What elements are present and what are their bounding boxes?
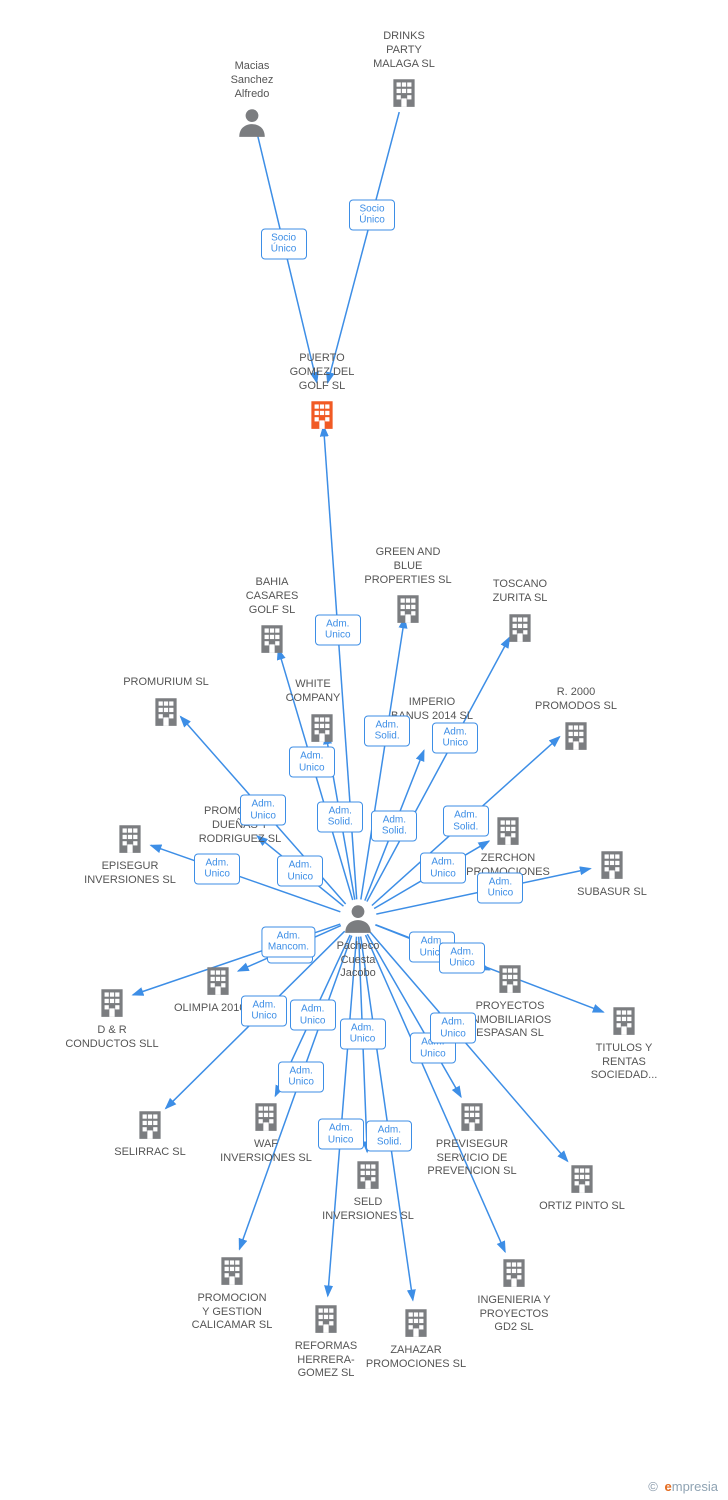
edge-label: Adm. Solid.	[317, 801, 363, 832]
node-toscano: TOSCANOZURITA SL	[460, 578, 580, 648]
building-icon	[455, 1099, 489, 1138]
node-dr: D & RCONDUCTOS SLL	[52, 985, 172, 1055]
node-label: ORTIZ PINTO SL	[522, 1200, 642, 1214]
building-icon	[391, 591, 425, 630]
building-icon	[491, 813, 525, 852]
edge-label: Adm. Unico	[241, 995, 287, 1026]
node-pacheco: PachecoCuestaJacobo	[298, 901, 418, 985]
edge-label: Adm. Unico	[240, 795, 286, 826]
building-icon	[149, 694, 183, 733]
node-label: WHITECOMPANY	[244, 678, 382, 706]
edge-label: Adm. Unico	[278, 1061, 324, 1092]
edge-label: Adm. Unico	[340, 1018, 386, 1049]
node-label: ZAHAZARPROMOCIONES SL	[356, 1344, 476, 1372]
node-label: MaciasSanchezAlfredo	[192, 60, 312, 101]
edge-line	[328, 112, 400, 383]
node-label: INGENIERIA YPROYECTOSGD2 SL	[454, 1294, 574, 1335]
node-titulos: TITULOS YRENTASSOCIEDAD...	[564, 1003, 684, 1087]
person-icon	[235, 105, 269, 144]
node-label: PREVISEGURSERVICIO DEPREVENCION SL	[412, 1138, 532, 1179]
building-icon	[215, 1253, 249, 1292]
building-icon	[249, 1099, 283, 1138]
building-icon	[387, 75, 421, 114]
edge-label: Adm. Unico	[439, 942, 485, 973]
edge-label: Socio Único	[261, 228, 307, 259]
node-label: PUERTOGOMEZ DELGOLF SL	[262, 352, 382, 393]
network-diagram: MaciasSanchezAlfredo DRINKSPARTYMALAGA S…	[0, 0, 728, 1500]
building-icon	[399, 1305, 433, 1344]
node-ortiz: ORTIZ PINTO SL	[522, 1161, 642, 1218]
node-r2000: R. 2000PROMODOS SL	[516, 686, 636, 756]
edge-label: Adm. Solid.	[364, 715, 410, 746]
building-icon	[559, 718, 593, 757]
node-macias: MaciasSanchezAlfredo	[192, 60, 312, 144]
node-subasur: SUBASUR SL	[552, 847, 672, 904]
node-label: DRINKSPARTYMALAGA SL	[344, 30, 464, 71]
building-icon	[113, 821, 147, 860]
node-label: TOSCANOZURITA SL	[460, 578, 580, 606]
footer-copyright: © empresia	[648, 1479, 718, 1494]
edge-line	[361, 618, 405, 900]
node-label: PachecoCuestaJacobo	[298, 940, 418, 981]
building-icon	[305, 710, 339, 749]
node-label: EPISEGURINVERSIONES SL	[70, 860, 190, 888]
node-label: TITULOS YRENTASSOCIEDAD...	[564, 1042, 684, 1083]
building-icon	[503, 610, 537, 649]
edge-label: Adm. Solid.	[371, 810, 417, 841]
building-icon	[565, 1161, 599, 1200]
building-icon	[255, 621, 289, 660]
node-promur: PROMURIUM SL	[106, 676, 226, 733]
building-icon	[493, 961, 527, 1000]
edge-label: Adm. Unico	[277, 856, 323, 887]
edge-label: Adm. Solid.	[366, 1121, 412, 1152]
node-label: SELIRRAC SL	[90, 1146, 210, 1160]
edge-label: Adm. Unico	[290, 1000, 336, 1031]
building-icon	[351, 1157, 385, 1196]
edge-label: Adm. Unico	[430, 1013, 476, 1044]
edge-label: Adm. Unico	[315, 614, 361, 645]
edge-label: Adm. Unico	[194, 853, 240, 884]
edge-line	[328, 937, 357, 1296]
building-icon	[497, 1255, 531, 1294]
node-label: SUBASUR SL	[552, 886, 672, 900]
node-label: BAHIACASARESGOLF SL	[212, 576, 332, 617]
edge-label: Adm. Solid.	[443, 806, 489, 837]
edge-label: Socio Único	[349, 199, 395, 230]
building-icon	[595, 847, 629, 886]
building-icon	[309, 1301, 343, 1340]
building-icon	[133, 1107, 167, 1146]
node-label: D & RCONDUCTOS SLL	[52, 1024, 172, 1052]
node-previs: PREVISEGURSERVICIO DEPREVENCION SL	[412, 1099, 532, 1183]
building-icon	[95, 985, 129, 1024]
node-puerto: PUERTOGOMEZ DELGOLF SL	[262, 352, 382, 436]
node-label: SELDINVERSIONES SL	[308, 1196, 428, 1224]
node-seld: SELDINVERSIONES SL	[308, 1157, 428, 1227]
node-selirrac: SELIRRAC SL	[90, 1107, 210, 1164]
edge-label: Adm. Unico	[432, 722, 478, 753]
building-icon	[201, 963, 235, 1002]
person-icon	[341, 901, 375, 940]
node-episegur: EPISEGURINVERSIONES SL	[70, 821, 190, 891]
edge-label: Adm. Unico	[477, 872, 523, 903]
edge-label: Adm. Unico	[420, 853, 466, 884]
edge-line	[361, 937, 413, 1301]
node-label: PROMURIUM SL	[106, 676, 226, 690]
node-drinks: DRINKSPARTYMALAGA SL	[344, 30, 464, 114]
node-green: GREEN ANDBLUEPROPERTIES SL	[348, 546, 468, 630]
node-label: GREEN ANDBLUEPROPERTIES SL	[348, 546, 468, 587]
node-ingen: INGENIERIA YPROYECTOSGD2 SL	[454, 1255, 574, 1339]
edge-label: Adm. Unico	[289, 747, 335, 778]
building-icon	[607, 1003, 641, 1042]
building-icon	[305, 397, 339, 436]
node-label: R. 2000PROMODOS SL	[516, 686, 636, 714]
edge-label: Adm. Mancom.	[262, 926, 315, 957]
edge-label: Adm. Unico	[318, 1119, 364, 1150]
